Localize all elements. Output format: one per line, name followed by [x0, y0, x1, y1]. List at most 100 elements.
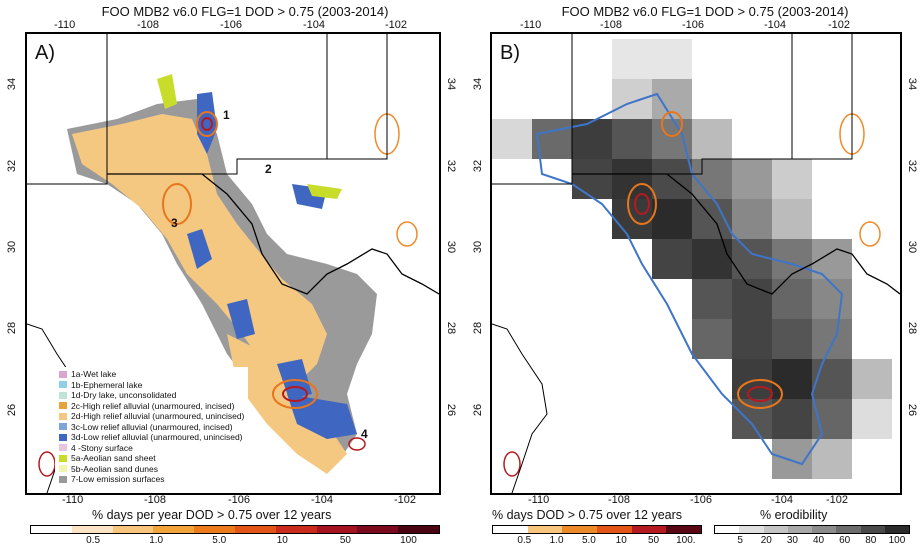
dod-contour: [661, 111, 683, 137]
lat-tick: 26: [445, 403, 458, 417]
erodibility-cell: [772, 399, 812, 439]
colorbar-cell: [194, 526, 235, 533]
colorbar-tick: 5: [737, 535, 743, 546]
colorbar-tick: 0.5: [517, 535, 532, 546]
colorbar-erod-title: % erodibility: [760, 508, 828, 522]
erodibility-cell: [732, 239, 772, 279]
lat-tick: 28: [445, 321, 458, 335]
legend-item: 1a-Wet lake: [59, 369, 244, 380]
dod-contour: [196, 111, 218, 137]
lon-tick: -102: [828, 19, 851, 31]
colorbar-cell: [631, 526, 667, 533]
legend-label: 4 -Stony surface: [71, 442, 133, 453]
colorbar-cell: [562, 526, 598, 533]
low-relief-region: [197, 92, 217, 154]
legend-swatch: [59, 381, 67, 389]
colorbar-cell: [787, 526, 812, 533]
panel-b-title: FOO MDB2 v6.0 FLG=1 DOD > 0.75 (2003-201…: [561, 4, 849, 19]
colorbar-tick: 30: [786, 535, 798, 546]
legend-label: 3c-Low relief alluvial (unarmoured, inci…: [71, 421, 233, 432]
legend-item: 2d-High relief alluvial (unarmoured, uni…: [59, 411, 244, 422]
lon-tick: -106: [228, 494, 251, 506]
aeolian-region: [307, 184, 342, 199]
dod-contour: [627, 183, 657, 225]
panel-a-title: FOO MDB2 v6.0 FLG=1 DOD > 0.75 (2003-201…: [101, 4, 389, 19]
colorbar-cell: [153, 526, 195, 533]
lon-tick: -110: [54, 19, 76, 31]
lat-tick: 28: [6, 321, 19, 335]
colorbar-cell: [739, 526, 764, 533]
lon-tick: -106: [220, 19, 243, 31]
coast-line: [492, 323, 548, 493]
erodibility-cell: [772, 319, 812, 359]
legend-item: 5a-Aeolian sand sheet: [59, 453, 244, 464]
colorbar-tick: 5.0: [581, 535, 596, 546]
legend-label: 7-Low emission surfaces: [71, 474, 165, 484]
colorbar-tick: 100.: [676, 535, 696, 546]
map-b-canvas: [492, 34, 900, 493]
dod-contour: [634, 193, 650, 215]
legend-label: 1b-Ephemeral lake: [71, 379, 143, 390]
legend-label: 5a-Aeolian sand sheet: [71, 453, 156, 463]
colorbar-tick: 0.5: [86, 535, 101, 546]
legend-swatch: [59, 391, 67, 399]
lat-tick: 30: [6, 240, 19, 254]
legend-swatch: [59, 454, 67, 462]
legend-swatch: [59, 370, 67, 378]
erodibility-cell: [612, 79, 652, 119]
legend-label: 1d-Dry lake, unconsolidated: [71, 390, 177, 400]
state-border: [327, 34, 388, 160]
colorbar-erod: [714, 525, 910, 534]
colorbar-cell: [493, 526, 528, 533]
lat-tick: 32: [472, 159, 485, 173]
colorbar-cell: [666, 526, 702, 533]
lon-tick: -110: [520, 19, 542, 31]
colorbar-tick: 20: [760, 535, 772, 546]
legend-swatch: [59, 412, 67, 420]
colorbar-tick: 10: [276, 535, 288, 546]
erodibility-cell: [772, 239, 812, 279]
erodibility-grid: [492, 39, 892, 479]
dod-contour: [503, 451, 521, 477]
legend-item: 3c-Low relief alluvial (unarmoured, inci…: [59, 422, 244, 433]
colorbar-tick: 100: [888, 535, 906, 546]
legend-label: 2c-High relief alluvial (unarmoured, inc…: [71, 400, 235, 411]
low-relief-region: [227, 299, 255, 339]
dod-contour: [747, 386, 773, 402]
colorbar-tick: 50: [339, 535, 351, 546]
colorbar-cell: [715, 526, 740, 533]
legend-item: 3d-Low relief alluvial (unarmoured, unin…: [59, 432, 244, 443]
colorbar-tick: 100: [400, 535, 417, 546]
lon-tick: -106: [682, 19, 705, 31]
lon-tick: -102: [385, 19, 408, 31]
site-label: 3: [171, 216, 178, 230]
aeolian-region: [157, 74, 177, 109]
map-a-canvas: [27, 34, 439, 493]
lon-tick: -108: [144, 494, 167, 506]
colorbar-a-title: % days per year DOD > 0.75 over 12 years: [92, 508, 332, 522]
intl-border: [572, 173, 900, 295]
legend-swatch: [59, 475, 67, 483]
lon-tick: -102: [394, 494, 417, 506]
colorbar-cell: [812, 526, 837, 533]
colorbar-cell: [275, 526, 317, 533]
erodibility-cell: [612, 39, 652, 79]
dod-contour: [396, 221, 418, 247]
dod-contour: [737, 379, 783, 409]
site-label: 2: [265, 162, 272, 176]
dod-contour: [272, 379, 318, 409]
lon-tick: -104: [311, 494, 334, 506]
erodibility-cell: [732, 399, 772, 439]
erodibility-cell: [652, 239, 692, 279]
lat-tick: 34: [445, 77, 458, 91]
erodibility-cell: [492, 119, 532, 159]
site-label: 4: [361, 427, 368, 441]
lon-tick: -108: [137, 19, 160, 31]
legend-label: 3d-Low relief alluvial (unarmoured, unin…: [71, 432, 243, 442]
dod-contour: [859, 221, 881, 247]
state-border: [27, 34, 108, 185]
alluvial-region: [227, 334, 347, 474]
colorbar-cell: [112, 526, 154, 533]
dod-contour: [201, 117, 213, 131]
erodibility-cell: [732, 199, 772, 239]
